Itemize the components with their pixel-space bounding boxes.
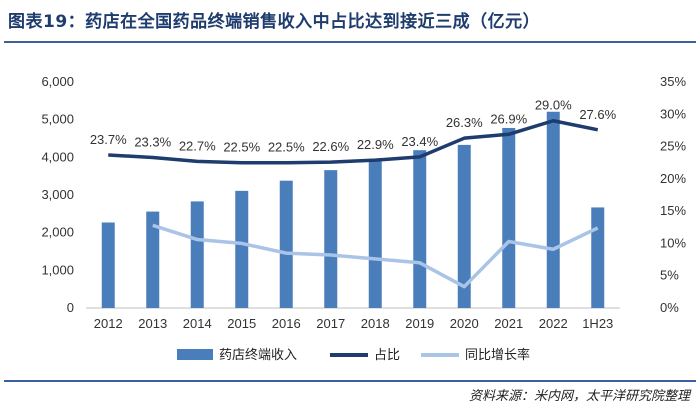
growth-rate-line xyxy=(152,223,599,289)
bar xyxy=(546,111,560,308)
legend-label-growth: 同比增长率 xyxy=(465,347,530,363)
right-axis-tick: 30% xyxy=(660,106,686,121)
title-rule xyxy=(4,41,696,43)
bar xyxy=(591,207,605,308)
share-data-label: 22.6% xyxy=(312,139,349,154)
x-axis-tick: 2021 xyxy=(494,316,523,331)
left-axis-tick: 3,000 xyxy=(41,187,74,202)
legend-swatch-bar xyxy=(177,349,213,360)
bar xyxy=(190,201,204,308)
x-axis-tick: 2020 xyxy=(450,316,479,331)
right-axis-tick: 10% xyxy=(660,235,686,250)
legend-label-revenue: 药店终端收入 xyxy=(219,347,297,363)
x-axis-tick: 2019 xyxy=(405,316,434,331)
share-data-label: 22.5% xyxy=(268,140,305,155)
bar xyxy=(502,127,516,308)
left-axis-tick: 2,000 xyxy=(41,225,74,240)
share-data-label: 27.6% xyxy=(579,107,616,122)
x-axis-tick: 1H23 xyxy=(582,316,613,331)
right-axis-tick: 25% xyxy=(660,139,686,154)
x-axis-tick: 2014 xyxy=(183,316,212,331)
right-axis-tick: 35% xyxy=(660,74,686,89)
share-data-label: 26.3% xyxy=(446,115,483,130)
x-axis-tick: 2013 xyxy=(138,316,167,331)
x-axis-tick: 2022 xyxy=(539,316,568,331)
bar xyxy=(413,150,427,308)
bar xyxy=(279,180,293,308)
share-data-label: 26.9% xyxy=(490,111,527,126)
bar xyxy=(457,144,471,308)
right-axis-tick: 20% xyxy=(660,171,686,186)
left-axis-tick: 1,000 xyxy=(41,262,74,277)
x-axis-tick: 2015 xyxy=(227,316,256,331)
share-data-label: 23.4% xyxy=(401,134,438,149)
bar xyxy=(368,160,382,308)
share-data-label: 29.0% xyxy=(535,98,572,113)
share-data-label: 22.9% xyxy=(357,137,394,152)
right-axis-tick: 15% xyxy=(660,203,686,218)
x-axis-tick: 2017 xyxy=(316,316,345,331)
share-line xyxy=(108,118,599,165)
bar xyxy=(146,211,160,308)
footer-rule xyxy=(4,380,696,382)
share-data-label: 23.3% xyxy=(134,135,171,150)
bar xyxy=(324,170,338,308)
share-data-label: 22.7% xyxy=(179,138,216,153)
x-axis-tick: 2012 xyxy=(94,316,123,331)
left-axis-tick: 4,000 xyxy=(41,149,74,164)
left-axis-tick: 5,000 xyxy=(41,112,74,127)
right-axis-tick: 0% xyxy=(660,300,679,315)
right-axis-tick: 5% xyxy=(660,268,679,283)
bar xyxy=(101,222,115,308)
share-data-label: 23.7% xyxy=(90,132,127,147)
x-axis-tick: 2016 xyxy=(272,316,301,331)
left-axis-tick: 0 xyxy=(67,300,74,315)
share-data-label: 22.5% xyxy=(223,140,260,155)
source-note: 资料来源：米内网，太平洋研究院整理 xyxy=(468,389,690,404)
chart-title: 图表19：药店在全国药品终端销售收入中占比达到接近三成（亿元） xyxy=(8,12,541,32)
x-axis-tick: 2018 xyxy=(361,316,390,331)
bar xyxy=(235,190,249,308)
left-axis-tick: 6,000 xyxy=(41,74,74,89)
legend-label-share: 占比 xyxy=(374,348,400,363)
